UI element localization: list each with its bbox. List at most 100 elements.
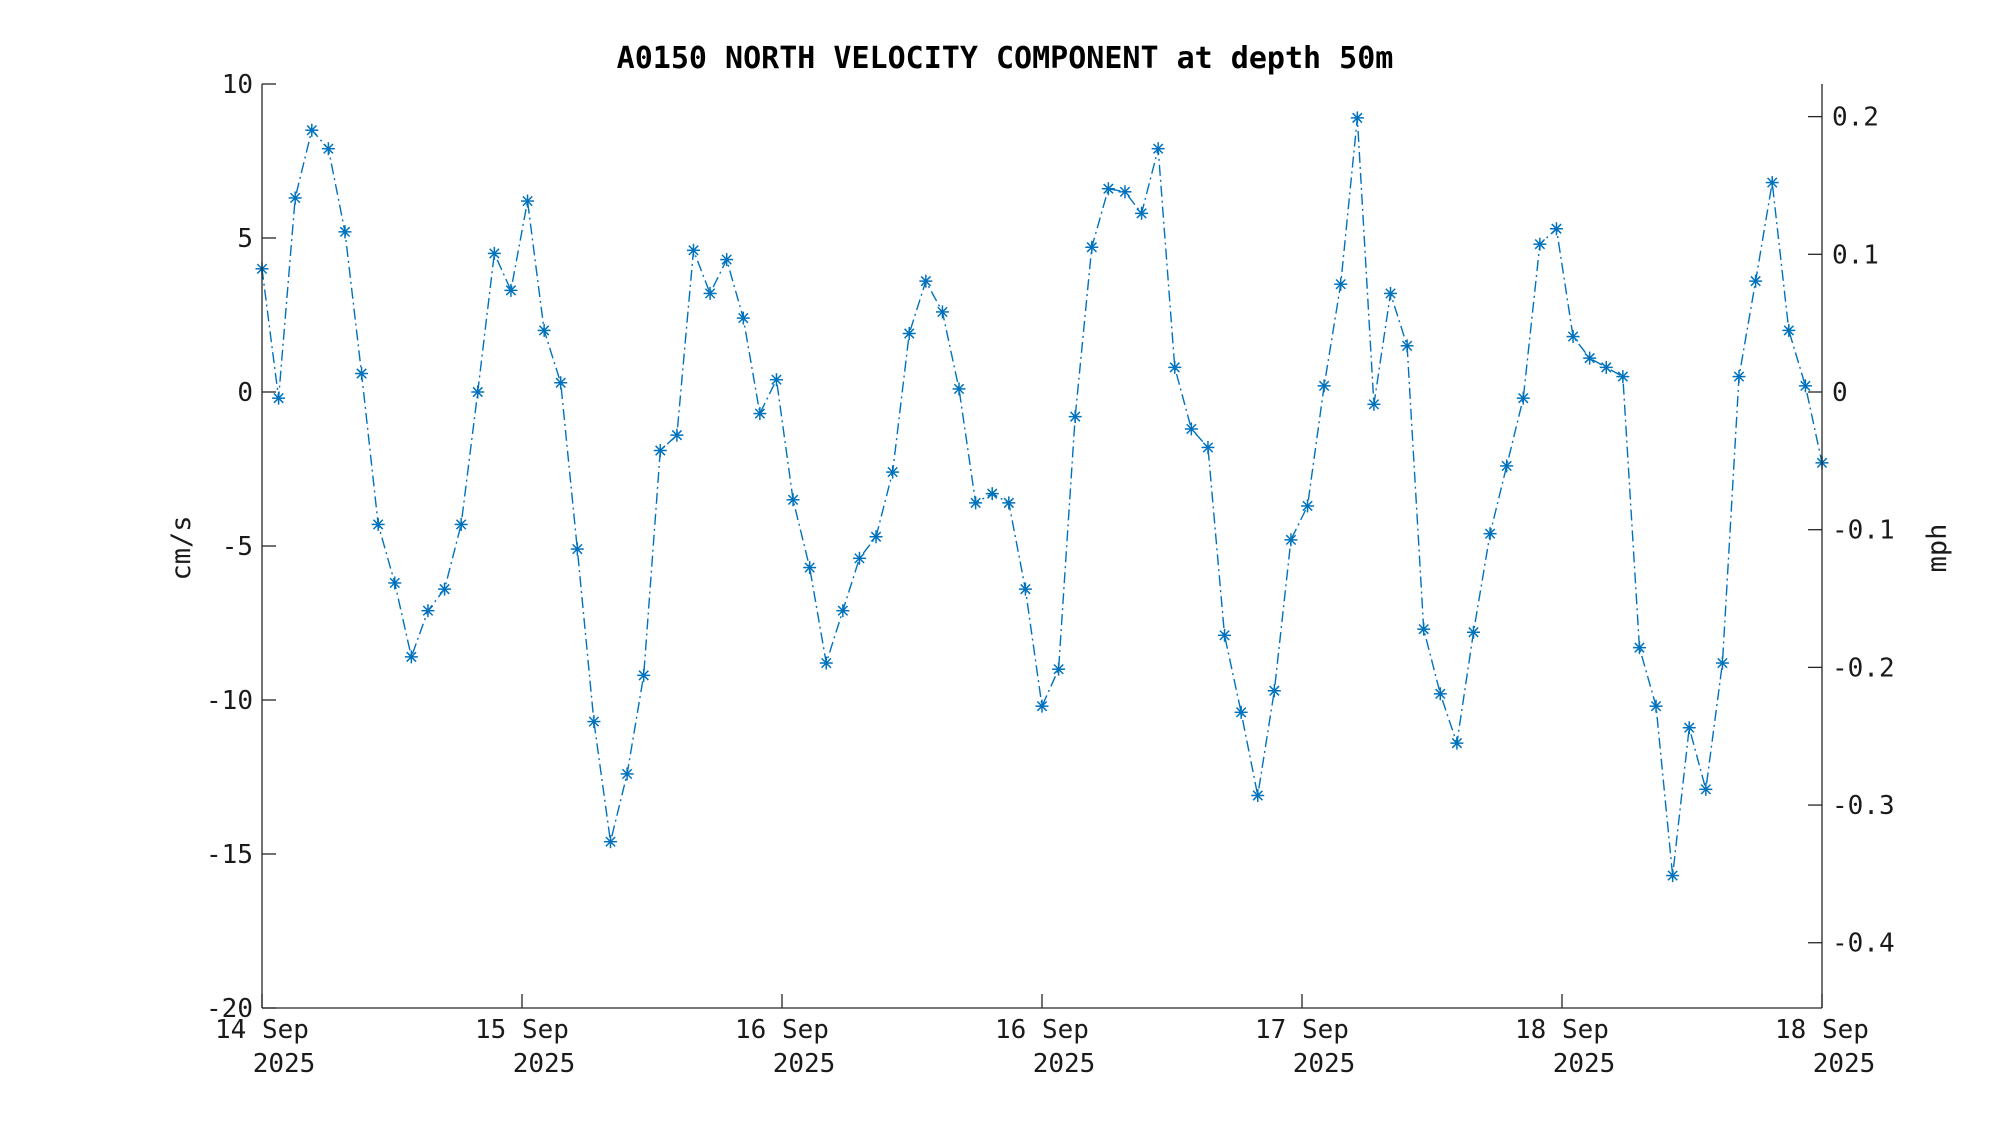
data-point xyxy=(1699,782,1713,796)
x-tick-label-year: 2025 xyxy=(1033,1049,1096,1079)
data-point xyxy=(1466,625,1480,639)
data-point xyxy=(1583,351,1597,365)
data-point xyxy=(1334,277,1348,291)
data-point xyxy=(836,604,850,618)
data-point xyxy=(1682,721,1696,735)
data-point xyxy=(686,243,700,257)
data-point xyxy=(1284,533,1298,547)
left-tick-label: 10 xyxy=(222,70,253,100)
right-tick-label: 0.2 xyxy=(1832,103,1879,133)
data-point xyxy=(1765,176,1779,190)
x-tick-label-year: 2025 xyxy=(253,1049,316,1079)
right-tick-label: -0.2 xyxy=(1832,653,1895,683)
data-point xyxy=(1101,182,1115,196)
data-point xyxy=(620,767,634,781)
left-tick-label: -20 xyxy=(206,994,253,1024)
data-point xyxy=(1118,185,1132,199)
data-point xyxy=(852,551,866,565)
data-point xyxy=(554,376,568,390)
data-point xyxy=(1052,662,1066,676)
data-point xyxy=(803,561,817,575)
x-tick-label-year: 2025 xyxy=(513,1049,576,1079)
left-tick-label: 5 xyxy=(237,224,253,254)
data-point xyxy=(338,225,352,239)
right-y-axis: 0.2 0.1 0 -0.1 -0.2 -0.3 -0.4 xyxy=(1808,84,1895,1008)
x-tick-label-year: 2025 xyxy=(1813,1049,1876,1079)
right-tick-label: -0.1 xyxy=(1832,516,1895,546)
x-tick-label-day: 14 Sep xyxy=(215,1015,309,1045)
data-point xyxy=(1433,687,1447,701)
data-point xyxy=(653,444,667,458)
data-point xyxy=(703,286,717,300)
y-axis-label-left: cm/s xyxy=(166,515,197,580)
right-tick-label: 0 xyxy=(1832,378,1848,408)
x-tick-label-day: 17 Sep xyxy=(1255,1015,1349,1045)
data-point xyxy=(637,668,651,682)
data-point xyxy=(1251,788,1265,802)
data-point xyxy=(1018,582,1032,596)
x-tick-label-year: 2025 xyxy=(1293,1049,1356,1079)
x-tick-label-day: 15 Sep xyxy=(475,1015,569,1045)
data-point xyxy=(1201,440,1215,454)
data-point xyxy=(388,576,402,590)
y-axis-label-right: mph xyxy=(1922,524,1953,573)
data-point xyxy=(769,373,783,387)
data-point xyxy=(1301,499,1315,513)
data-point xyxy=(736,311,750,325)
data-point xyxy=(321,142,335,156)
x-tick-label-year: 2025 xyxy=(773,1049,836,1079)
data-point xyxy=(404,650,418,664)
data-point xyxy=(1516,391,1530,405)
data-point xyxy=(537,323,551,337)
data-point xyxy=(1350,111,1364,125)
data-point xyxy=(1549,222,1563,236)
data-point xyxy=(1218,628,1232,642)
data-point xyxy=(1384,286,1398,300)
data-point xyxy=(438,582,452,596)
data-point xyxy=(1135,206,1149,220)
data-point xyxy=(570,542,584,556)
data-point xyxy=(355,367,369,381)
x-axis: 14 Sep 2025 15 Sep 2025 16 Sep 2025 16 Sep 2025… xyxy=(215,994,1875,1079)
data-point xyxy=(670,428,684,442)
data-point xyxy=(1367,397,1381,411)
data-point xyxy=(1599,360,1613,374)
data-point xyxy=(1317,379,1331,393)
data-point xyxy=(869,530,883,544)
data-point xyxy=(902,326,916,340)
data-point xyxy=(487,246,501,260)
data-point xyxy=(1715,656,1729,670)
data-point xyxy=(1002,496,1016,510)
data-point xyxy=(1035,699,1049,713)
data-point xyxy=(1616,370,1630,384)
data-point xyxy=(305,123,319,137)
data-point xyxy=(1533,237,1547,251)
data-point xyxy=(886,465,900,479)
data-point xyxy=(471,385,485,399)
data-point xyxy=(272,391,286,405)
data-point xyxy=(1632,641,1646,655)
x-tick-label-day: 18 Sep xyxy=(1515,1015,1609,1045)
chart-title: A0150 NORTH VELOCITY COMPONENT at depth … xyxy=(617,41,1394,76)
data-point xyxy=(720,253,734,267)
data-point xyxy=(1483,527,1497,541)
data-point xyxy=(1184,422,1198,436)
data-point xyxy=(454,517,468,531)
data-point xyxy=(288,191,302,205)
series-line xyxy=(261,117,1823,876)
data-point xyxy=(1068,410,1082,424)
data-point xyxy=(1798,379,1812,393)
data-point xyxy=(786,493,800,507)
data-point xyxy=(587,715,601,729)
data-point xyxy=(935,305,949,319)
left-tick-label: -15 xyxy=(206,840,253,870)
data-point xyxy=(1649,699,1663,713)
right-tick-label: -0.4 xyxy=(1832,929,1895,959)
data-point xyxy=(1151,142,1165,156)
right-tick-label: 0.1 xyxy=(1832,240,1879,270)
plot-area xyxy=(255,111,1829,883)
data-point xyxy=(919,274,933,288)
data-point xyxy=(753,407,767,421)
data-point xyxy=(371,517,385,531)
data-point xyxy=(1417,622,1431,636)
